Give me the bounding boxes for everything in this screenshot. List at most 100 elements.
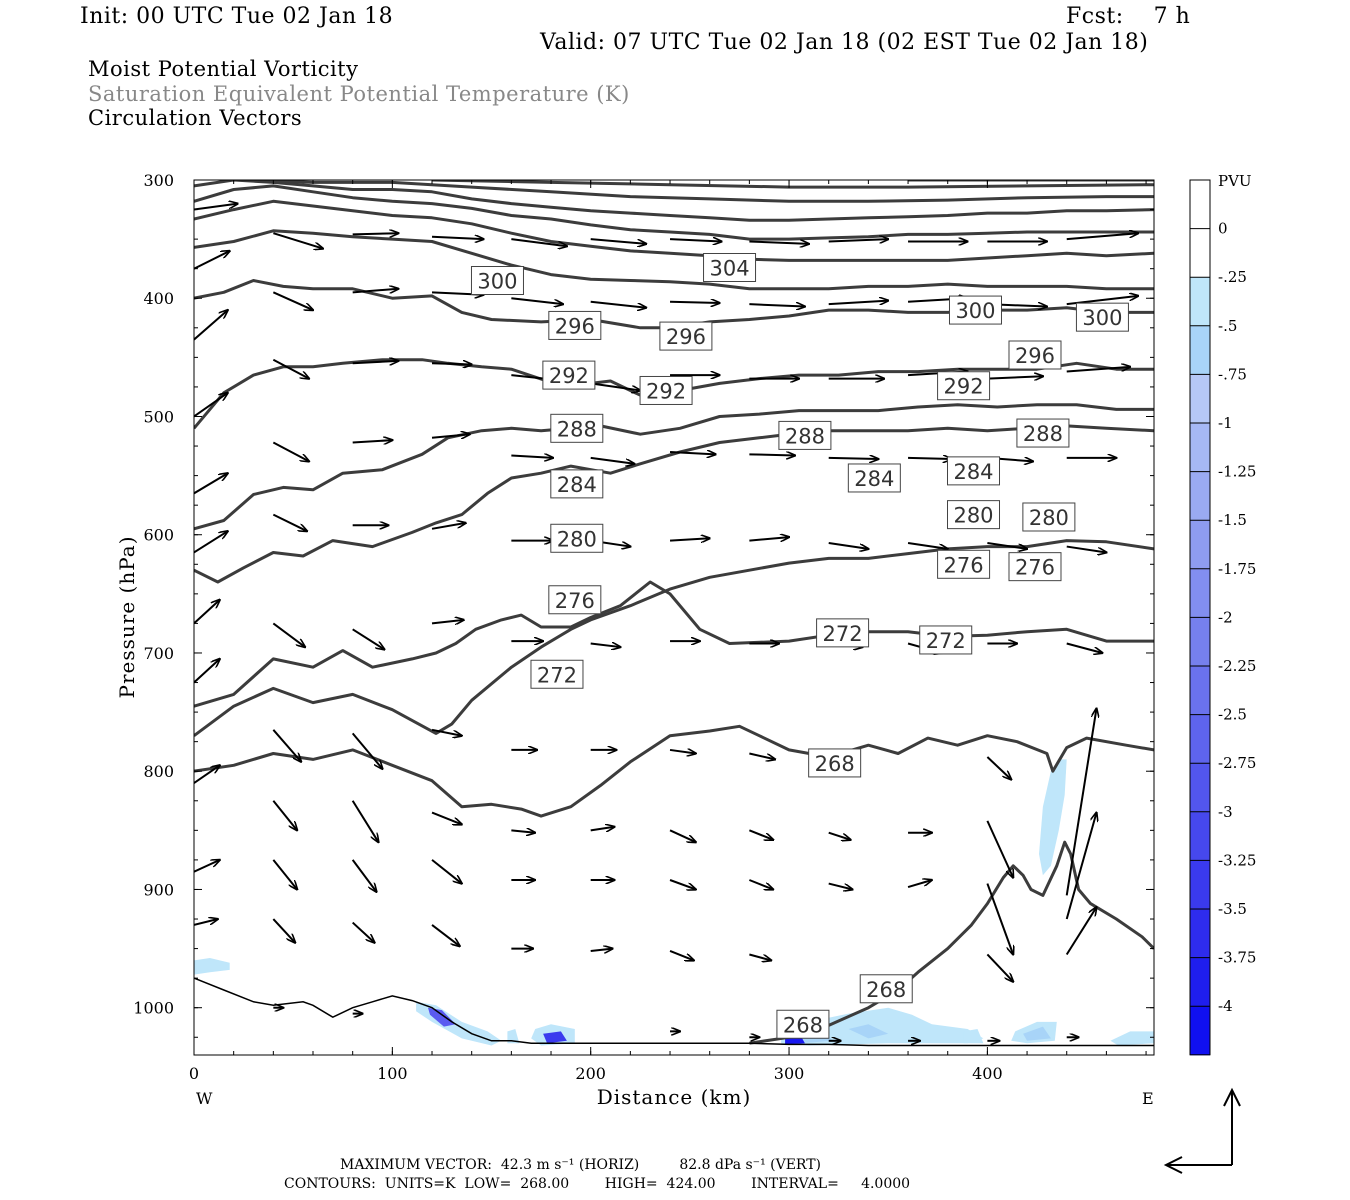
contour-label-box	[1008, 552, 1062, 582]
circulation-vector	[986, 756, 1011, 779]
colorbar-label: -1.5	[1218, 511, 1247, 529]
circulation-vector	[194, 765, 220, 784]
colorbar-cell	[1190, 909, 1210, 959]
y-tick-label: 500	[143, 407, 174, 426]
contour-label-box	[550, 413, 604, 443]
contour-label-box	[548, 310, 602, 340]
contour-label-box	[639, 375, 693, 405]
pv-shade-patch	[507, 1029, 520, 1044]
colorbar-label: -3.5	[1218, 900, 1247, 918]
contour-label: 292	[646, 379, 686, 403]
circulation-vector	[431, 924, 460, 946]
colorbar-label: -3	[1218, 803, 1233, 821]
contour-label-box	[808, 748, 862, 778]
contour-label: 288	[785, 424, 825, 448]
contour-label-box	[947, 456, 1001, 486]
contour-label: 272	[537, 663, 577, 687]
theta-es-contour-272	[194, 539, 1154, 737]
circulation-vector	[987, 542, 1027, 549]
circulation-vector	[828, 882, 853, 890]
circulation-vector	[986, 820, 1013, 878]
circulation-vector	[431, 363, 472, 364]
contour-label: 268	[866, 978, 906, 1002]
colorbar-label: -2.25	[1218, 657, 1256, 675]
contour-label-box	[776, 1009, 830, 1039]
colorbar-label: -1	[1218, 414, 1233, 432]
contour-label: 304	[709, 257, 749, 281]
field-title-mpv: Moist Potential Vorticity	[88, 57, 359, 81]
terrain-line	[194, 977, 1154, 1047]
theta-es-contour-280	[194, 403, 1154, 531]
colorbar-cell	[1190, 811, 1210, 861]
circulation-vector	[194, 473, 228, 495]
colorbar-label: -2.75	[1218, 754, 1256, 772]
circulation-vector	[352, 233, 399, 234]
contour-label-box	[550, 523, 604, 553]
circulation-vector	[987, 376, 1043, 378]
circulation-vector	[669, 538, 710, 540]
colorbar-cell	[1190, 325, 1210, 375]
colorbar-cell	[1190, 471, 1210, 521]
colorbar-cell	[1190, 1006, 1210, 1056]
circulation-vector	[669, 750, 696, 754]
circulation-vector	[590, 300, 647, 308]
contour-label-box	[530, 659, 584, 689]
contour-label-box	[847, 463, 901, 493]
circulation-vector	[749, 752, 775, 759]
contour-label: 284	[557, 473, 597, 497]
colorbar-label: -1.25	[1218, 463, 1256, 481]
circulation-vector	[352, 289, 399, 293]
contour-label-box	[937, 549, 991, 579]
colorbar-label: -.5	[1218, 317, 1237, 335]
circulation-vector	[272, 918, 295, 943]
max-vector-info: MAXIMUM VECTOR: 42.3 m s⁻¹ (HORIZ) 82.8 …	[340, 1157, 822, 1173]
contour-label-box	[703, 253, 757, 282]
pv-shade-patch	[1110, 1031, 1154, 1046]
circulation-vector	[194, 393, 228, 418]
circulation-vector	[352, 440, 393, 442]
contour-label-box	[948, 295, 1002, 325]
contour-label: 276	[944, 553, 984, 577]
contour-label-box	[937, 371, 991, 401]
circulation-vector	[828, 542, 869, 549]
circulation-vector	[749, 953, 771, 960]
x-tick-label: 200	[575, 1064, 606, 1083]
colorbar-label: -4	[1218, 997, 1233, 1015]
circulation-vector	[1066, 545, 1107, 553]
contour-label: 296	[555, 314, 595, 338]
circulation-vector	[749, 537, 789, 541]
circulation-vector	[431, 620, 464, 624]
colorbar-cell	[1190, 520, 1210, 570]
contour-label: 276	[1015, 556, 1055, 580]
circulation-vector	[352, 921, 375, 943]
colorbar-cell	[1190, 714, 1210, 764]
pv-shade-patch	[848, 1024, 889, 1039]
theta-es-contour-268	[194, 724, 1154, 818]
field-title-theta-es: Saturation Equivalent Potential Temperat…	[88, 82, 630, 106]
circulation-vector	[194, 531, 228, 554]
circulation-vector	[272, 622, 305, 647]
circulation-vector	[194, 659, 220, 684]
circulation-vector	[1065, 907, 1097, 956]
contour-label: 288	[557, 417, 597, 441]
circulation-vector	[272, 800, 297, 831]
contour-label-box	[659, 321, 713, 351]
circulation-vector	[511, 238, 567, 246]
circulation-vector	[590, 644, 621, 648]
circulation-vector	[194, 919, 218, 926]
pv-shade-patch	[428, 1007, 456, 1027]
circulation-vector	[1066, 233, 1138, 241]
colorbar-cell	[1190, 568, 1210, 618]
circulation-vector	[986, 953, 1013, 981]
contour-info: CONTOURS: UNITS=K LOW= 268.00 HIGH= 424.…	[284, 1176, 911, 1192]
colorbar-cell	[1190, 374, 1210, 424]
circulation-vector	[907, 542, 948, 549]
circulation-vector	[669, 950, 694, 960]
colorbar-label: -2	[1218, 608, 1233, 626]
y-tick-label: 800	[143, 762, 174, 781]
valid-time: Valid: 07 UTC Tue 02 Jan 18 (02 EST Tue …	[540, 30, 1149, 55]
circulation-vector	[749, 829, 773, 839]
pv-shade-patch	[1039, 759, 1067, 876]
circulation-vector	[272, 513, 307, 532]
